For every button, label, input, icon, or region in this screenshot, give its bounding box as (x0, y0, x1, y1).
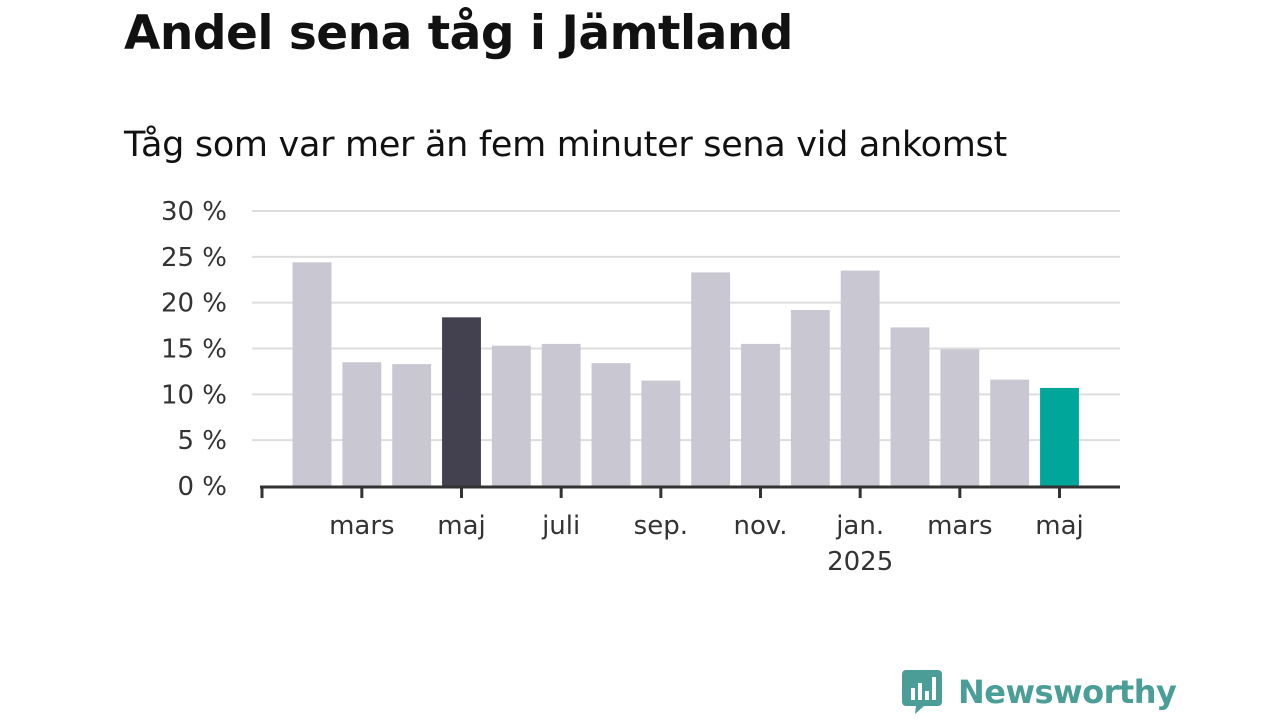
x-tick-label: mars (329, 511, 395, 541)
logo-text: Newsworthy (958, 673, 1177, 711)
bar-2025-02 (890, 327, 930, 486)
grid-lines (252, 210, 1120, 442)
y-tick-label: 20 % (161, 289, 227, 319)
y-tick-label: 5 % (177, 426, 227, 456)
x-tick-label: juli (541, 511, 580, 541)
x-tick-label: sep. (634, 511, 688, 541)
chart-subtitle: Tåg som var mer än fem minuter sena vid … (124, 125, 1007, 165)
chart-title: Andel sena tåg i Jämtland (124, 6, 793, 61)
y-tick-label: 25 % (161, 243, 227, 273)
bar-2025-03 (940, 349, 980, 486)
newsworthy-logo: Newsworthy (902, 670, 1177, 714)
bar-2024-12 (790, 310, 830, 486)
bar-2024-11 (741, 343, 780, 486)
y-tick-label: 15 % (161, 335, 227, 365)
x-axis: mars maj juli sep. nov. jan. 2025 mars maj (260, 485, 1120, 577)
y-tick-label: 10 % (161, 380, 227, 410)
bar-2025-01 (840, 270, 880, 486)
bar-2024-06 (491, 345, 531, 486)
x-tick-label: jan. (835, 511, 884, 541)
bar-2025-04 (990, 379, 1030, 486)
bar-2024-05 (442, 317, 481, 486)
x-tick-label: maj (1035, 511, 1083, 541)
y-tick-label: 30 % (161, 197, 227, 227)
bar-chart-speech-bubble-icon (902, 670, 942, 714)
x-tick-label: mars (927, 511, 993, 541)
x-tick-year-label: 2025 (827, 547, 893, 577)
bar-2024-08 (591, 363, 631, 486)
bar-2024-09 (641, 380, 681, 486)
x-tick-label: nov. (733, 511, 787, 541)
y-axis-ticks: 0 % 5 % 10 % 15 % 20 % 25 % 30 % (161, 197, 227, 502)
bar-2024-07 (541, 343, 581, 486)
bar-2025-05 (1040, 387, 1079, 486)
bar-2024-03 (342, 362, 382, 486)
bars (292, 262, 1079, 486)
bar-2024-04 (392, 364, 432, 486)
bar-2024-02 (292, 262, 332, 486)
y-tick-label: 0 % (177, 472, 227, 502)
x-tick-label: maj (437, 511, 485, 541)
bar-2024-10 (691, 272, 731, 486)
